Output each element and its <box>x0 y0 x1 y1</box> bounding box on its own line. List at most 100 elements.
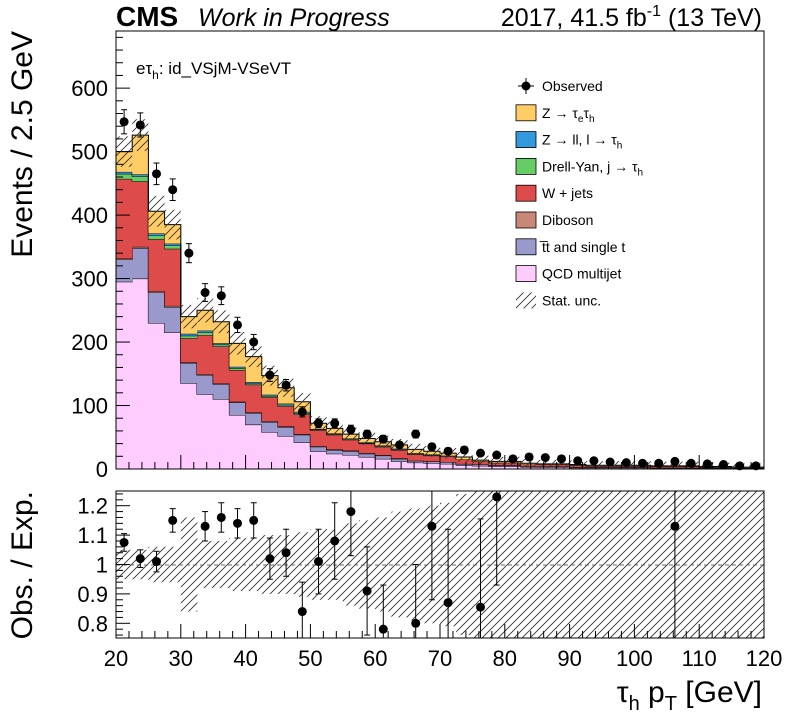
bar-qcd <box>326 453 344 469</box>
observed-point <box>573 456 583 466</box>
x-title-tau: τ <box>617 676 629 709</box>
stat-unc-bin <box>456 451 473 462</box>
bar-dy <box>278 404 295 407</box>
x-tick-label: 90 <box>557 646 581 671</box>
bar-qcd <box>391 461 408 469</box>
observed-point <box>297 406 307 418</box>
stat-unc-bin <box>213 310 230 334</box>
y-axis-title-top: Events / 2.5 GeV <box>6 31 39 258</box>
y-tick-label: 400 <box>71 203 108 228</box>
bar-wjets <box>391 449 408 459</box>
observed-point <box>557 454 566 464</box>
bar-zll <box>245 382 263 384</box>
observed-point <box>395 440 404 450</box>
bar-ttbar <box>116 259 133 282</box>
ratio-point <box>119 533 129 552</box>
bar-ttbar <box>197 375 214 395</box>
bar-dy <box>197 332 214 336</box>
ratio-unc-bin <box>197 540 214 589</box>
ratio-unc-bin <box>618 491 635 638</box>
y-tick-label: 0 <box>96 457 108 482</box>
category-label: eτh: id_VSjM-VSeVT <box>136 59 291 82</box>
ratio-point <box>476 518 485 638</box>
lumi-exponent: -1 <box>647 3 661 20</box>
x-tick-label: 20 <box>104 646 128 671</box>
observed-point <box>621 458 631 468</box>
observed-point <box>427 442 437 452</box>
bar-wjets <box>180 338 198 363</box>
ratio-point <box>492 491 502 586</box>
x-tick-label: 110 <box>682 646 717 671</box>
bar-wjets <box>245 384 263 413</box>
observed-point <box>540 453 550 463</box>
stat-unc-bin <box>148 195 165 227</box>
ratio-unc-bin <box>553 491 570 638</box>
lumi-suffix: (13 TeV) <box>661 4 762 32</box>
x-tick-label: 120 <box>746 646 783 671</box>
bar-dy <box>245 383 263 385</box>
stat-unc-bin <box>407 443 424 455</box>
ratio-unc-bin <box>602 491 619 638</box>
bar-zll <box>164 243 182 246</box>
bar-ttbar <box>148 292 165 323</box>
bar-ttbar <box>375 455 392 459</box>
y-tick-label: 300 <box>71 267 108 292</box>
cms-label: CMS <box>116 1 178 32</box>
legend-entry-zll: Z → ll, l → τh <box>515 131 622 152</box>
bar-zll <box>197 330 214 333</box>
ratio-point <box>265 537 275 580</box>
observed-point <box>216 286 226 306</box>
bar-wjets <box>132 181 149 247</box>
stat-unc-bin <box>488 456 505 466</box>
bar-dy <box>180 335 198 339</box>
legend-label: Diboson <box>542 212 593 228</box>
ratio-y-tick-label: 1.1 <box>77 523 108 548</box>
x-tick-label: 40 <box>233 646 257 671</box>
bar-ttbar <box>213 383 230 400</box>
ratio-point <box>233 508 242 539</box>
x-title-unit: [GeV] <box>677 676 762 709</box>
stat-unc-bin <box>180 304 197 329</box>
ratio-point <box>411 564 421 638</box>
observed-point <box>378 434 388 444</box>
ratio-unc-bin <box>342 523 360 606</box>
bottom-axis-ticks: 20 30 40 50 60 70 80 90 100 110 120 0.8 0.9 1 1.1 1.2 <box>77 493 783 671</box>
bar-diboson <box>164 305 182 308</box>
bar-diboson <box>148 291 165 293</box>
bar-ttbar <box>440 462 457 464</box>
ratio-point <box>346 491 356 557</box>
top-axis-ticks: 0 100 200 300 400 500 600 <box>71 36 765 482</box>
y-tick-label: 500 <box>71 140 108 165</box>
observed-point <box>751 461 761 471</box>
x-axis-title: τh pT [GeV] <box>617 676 762 715</box>
bar-dy <box>229 368 246 370</box>
observed-point <box>184 243 194 264</box>
x-tick-label: 30 <box>169 646 193 671</box>
x-tick-label: 70 <box>428 646 452 671</box>
y-tick-label: 600 <box>71 76 108 101</box>
bar-zll <box>278 403 295 405</box>
bar-wjets <box>278 406 295 427</box>
bar-dy <box>261 396 279 398</box>
bar-ttbar <box>164 307 182 333</box>
bar-zll <box>116 171 133 174</box>
bar-ttbar <box>342 451 360 456</box>
ratio-unc-bin <box>294 532 311 597</box>
observed-point <box>476 448 485 458</box>
ratio-y-tick-label: 1.2 <box>77 494 108 519</box>
bar-zll <box>132 174 149 177</box>
ratio-point <box>249 502 259 539</box>
observed-point <box>168 178 178 201</box>
ratio-point <box>216 502 226 533</box>
bar-qcd <box>375 458 392 469</box>
observed-points <box>119 109 761 471</box>
bar-wjets <box>359 443 376 454</box>
bar-qcd <box>278 435 295 469</box>
ratio-unc-bin <box>504 491 522 638</box>
ratio-point <box>443 528 453 638</box>
x-tick-label: 50 <box>298 646 322 671</box>
y-tick-label: 100 <box>71 394 108 419</box>
x-title-p: p <box>640 676 665 709</box>
ratio-point <box>281 528 291 577</box>
bar-wjets <box>164 248 182 306</box>
